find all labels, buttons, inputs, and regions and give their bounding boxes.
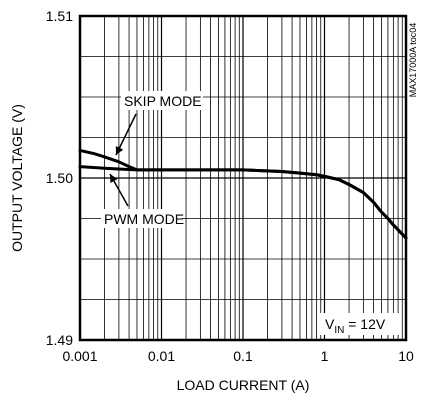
- series-line-pwm-mode: [78, 165, 408, 240]
- vin-condition-label: VIN = 12V: [320, 313, 399, 336]
- skip-mode-annotation: SKIP MODE: [115, 91, 203, 156]
- skip-mode-label: SKIP MODE: [124, 93, 202, 109]
- x-tick-label: 10: [398, 348, 414, 364]
- plot-frame: [78, 14, 408, 342]
- svg-text:VIN = 12V: VIN = 12V: [325, 316, 386, 336]
- vin-subscript: IN: [334, 325, 344, 336]
- y-tick-label: 1.49: [46, 332, 73, 348]
- pwm-mode-annotation: PWM MODE: [101, 173, 184, 228]
- pwm-mode-label: PWM MODE: [104, 211, 184, 227]
- tick-labels: 0.001 0.01 0.1 1 10 1.49 1.50 1.51: [46, 8, 414, 364]
- x-axis-label: LOAD CURRENT (A): [177, 377, 310, 393]
- curves: [78, 148, 408, 240]
- y-tick-label: 1.51: [46, 8, 73, 24]
- y-tick-label: 1.50: [46, 170, 73, 186]
- y-axis-label: OUTPUT VOLTAGE (V): [9, 104, 25, 252]
- x-tick-label: 0.1: [233, 348, 253, 364]
- vin-rest: = 12V: [344, 316, 386, 332]
- x-tick-label: 1: [321, 348, 329, 364]
- x-tick-label: 0.01: [148, 348, 175, 364]
- x-tick-label: 0.001: [62, 348, 97, 364]
- figure-code: MAX17000A toc04: [408, 23, 418, 98]
- grid: [80, 16, 406, 340]
- vin-main: V: [325, 316, 335, 332]
